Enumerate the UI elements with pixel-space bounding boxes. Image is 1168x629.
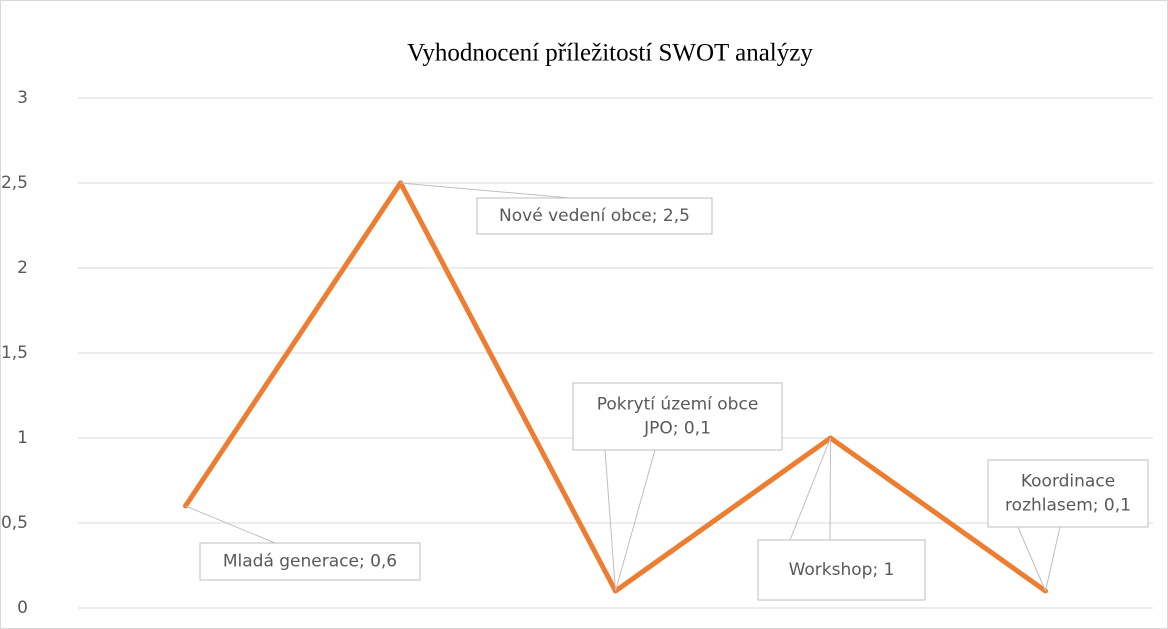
y-tick-label: 0,5 [1,513,28,533]
y-tick-label: 1,5 [1,343,28,363]
leader-line [604,449,616,592]
y-tick-label: 3 [17,88,28,108]
leader-line [1017,526,1046,592]
label-box [987,459,1149,528]
data-label: Nové vedení obce; 2,5 [499,206,690,226]
leader-line [400,182,571,199]
leader-line [615,449,656,592]
leader-line [185,505,276,544]
data-label: Mladá generace; 0,6 [223,552,397,572]
y-tick-label: 2 [17,258,28,278]
label-box [757,539,926,601]
data-label: Pokrytí území obce JPO; 0,1 [597,395,759,439]
data-label: Workshop; 1 [789,560,895,580]
leader-line [1045,526,1061,592]
label-box [199,542,421,581]
data-label: Koordinace rozhlasem; 0,1 [1005,472,1131,516]
y-tick-label: 1 [17,428,28,448]
leader-line [829,437,831,541]
y-tick-label: 0 [17,598,28,618]
leader-line [789,437,831,541]
label-box [572,382,783,451]
y-tick-label: 2,5 [1,173,28,193]
label-box [476,197,713,235]
chart-title: Vyhodnocení příležitostí SWOT analýzy [407,40,813,67]
